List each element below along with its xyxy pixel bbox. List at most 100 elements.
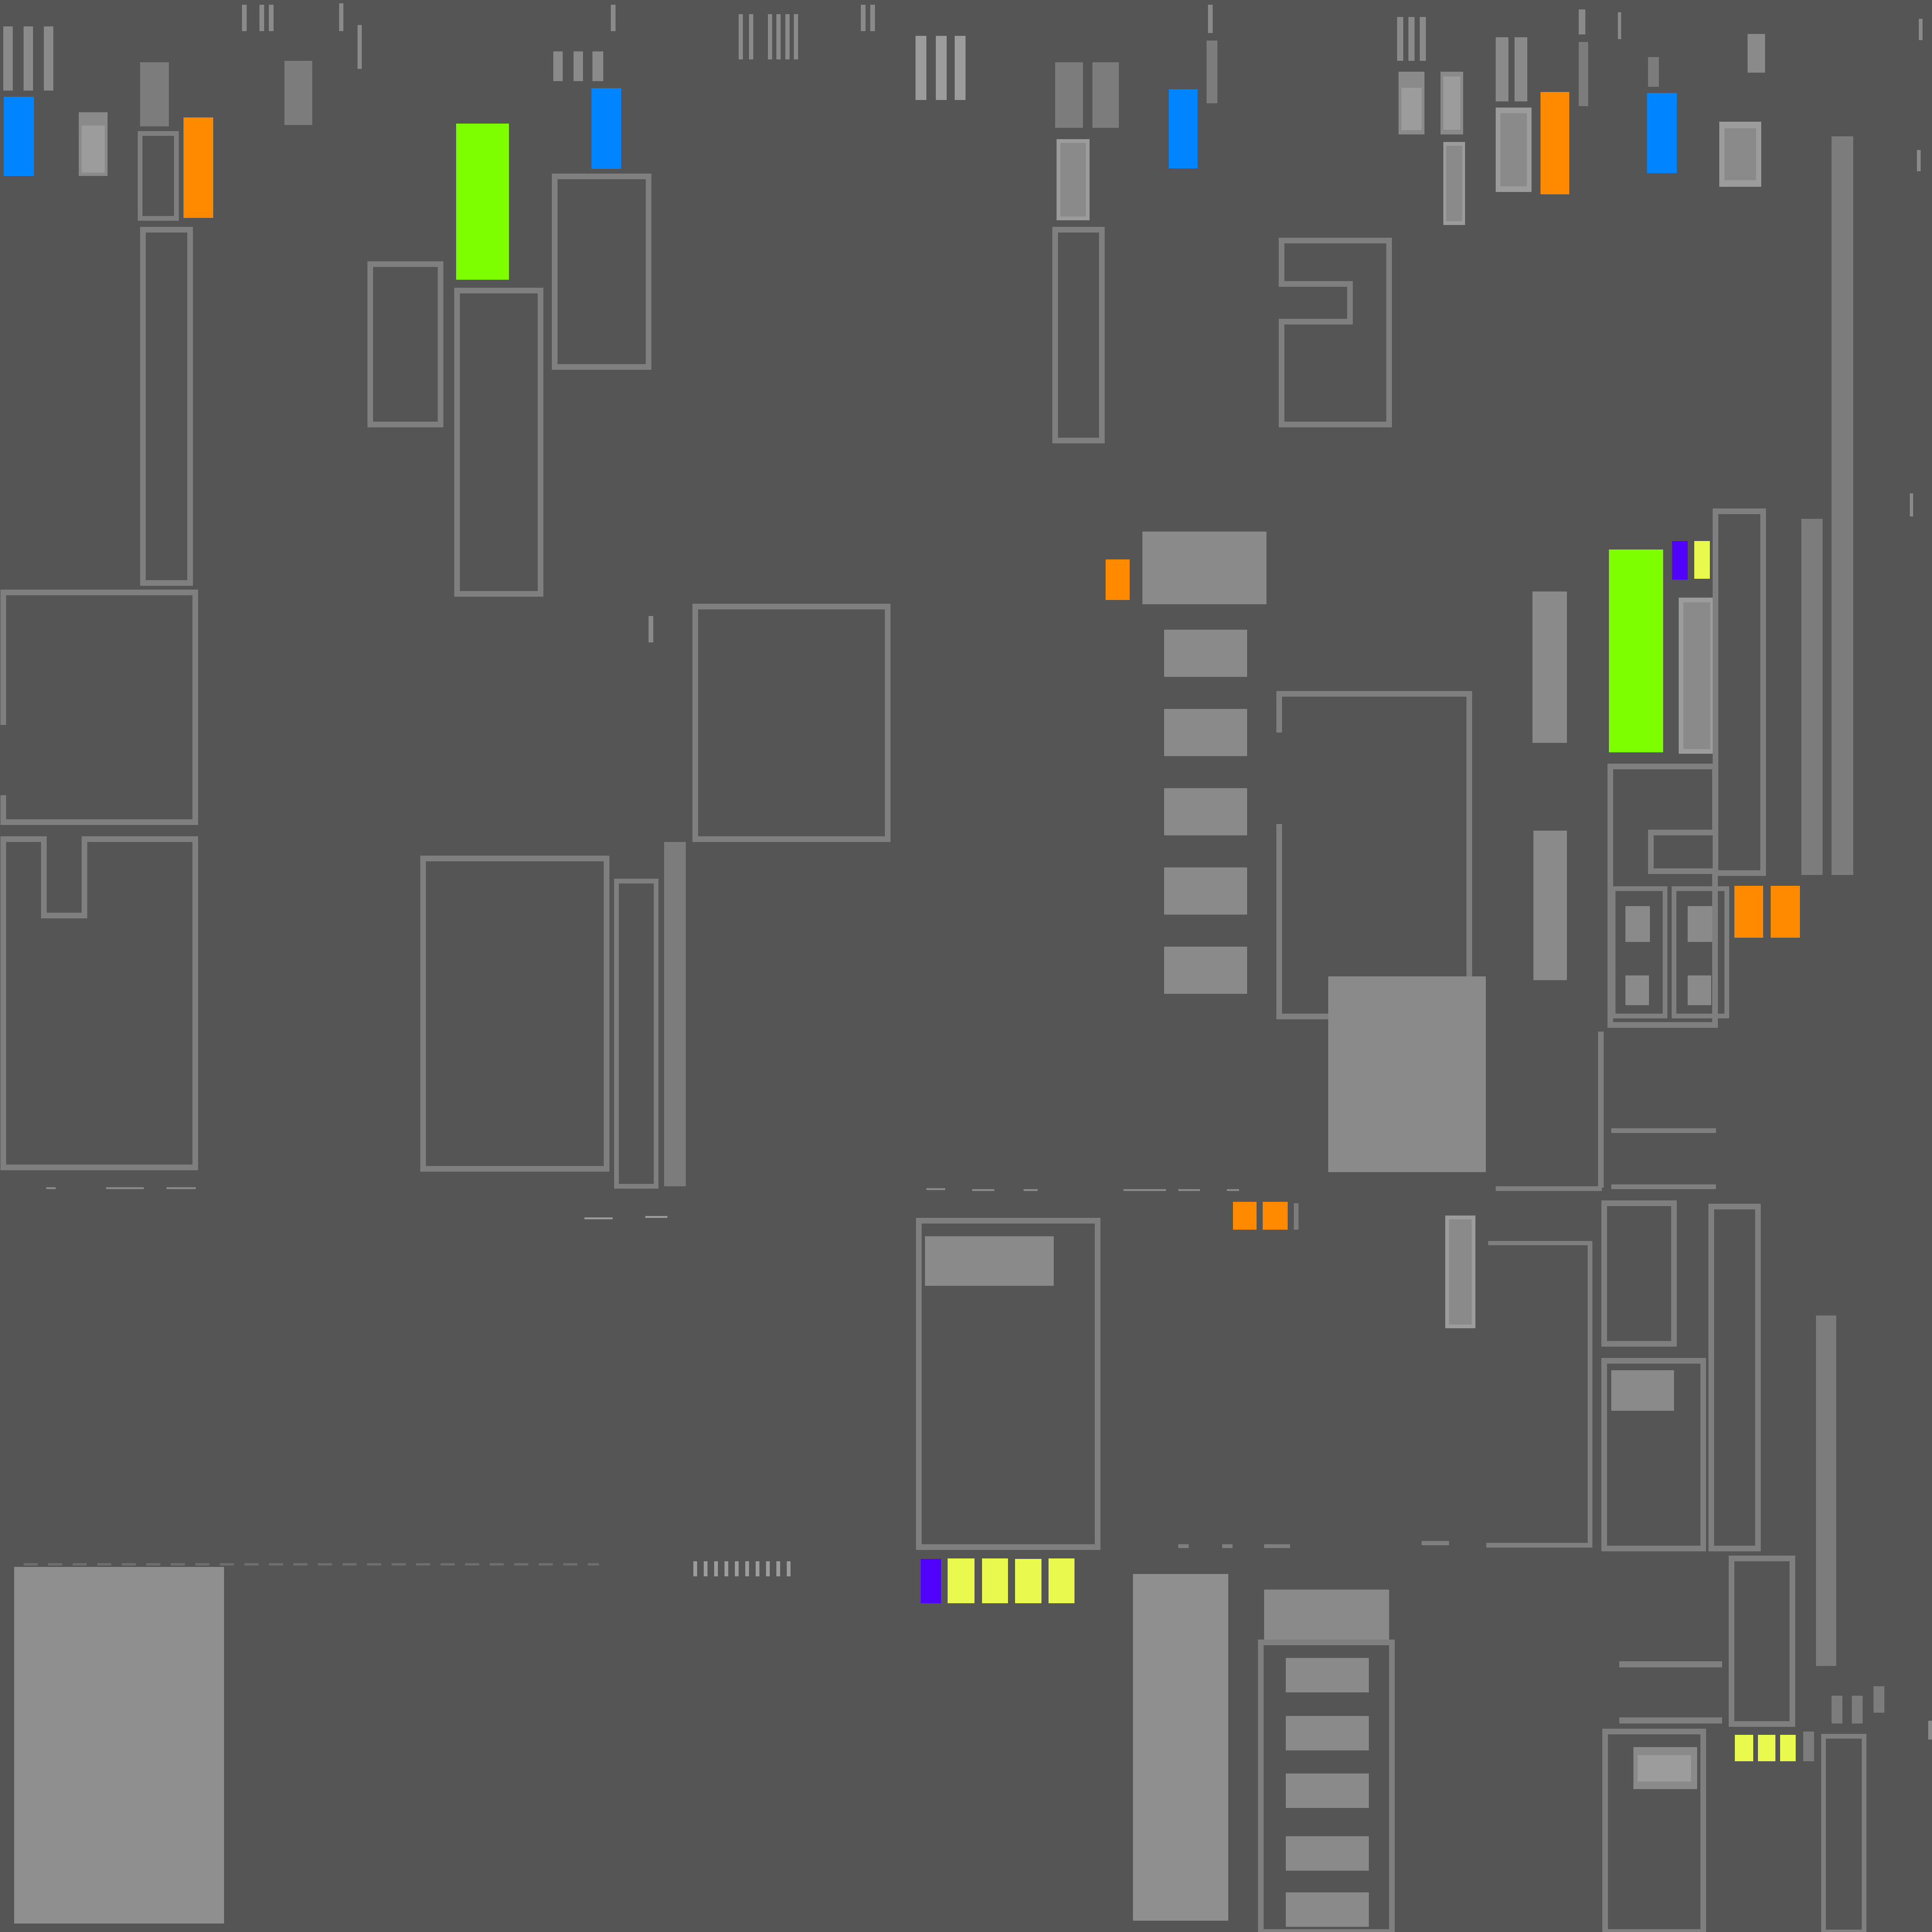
- courtyard-outline: [1052, 227, 1105, 443]
- dash-mark: [1124, 1189, 1166, 1191]
- pad-bar: [916, 36, 926, 100]
- highlight-green-component: [1609, 550, 1663, 752]
- trace-line: [1619, 1717, 1722, 1724]
- connector-pad: [1688, 906, 1712, 942]
- pin-bar: [1515, 37, 1527, 101]
- tick-row-tick: [756, 1561, 759, 1576]
- highlight-orange-component: [1541, 92, 1569, 194]
- courtyard-outline: [552, 174, 651, 370]
- tick-row: [693, 1561, 791, 1576]
- courtyard-outline: [1601, 1200, 1677, 1347]
- dashed-line-dash: [171, 1563, 185, 1566]
- dash-mark: [972, 1189, 994, 1191]
- component-body: [1748, 34, 1765, 73]
- pin-bar: [1618, 12, 1621, 39]
- dash-mark: [1178, 1189, 1200, 1191]
- pin-bar: [592, 51, 603, 81]
- courtyard-outline: [916, 1218, 1100, 1550]
- connector-outline: [1258, 1640, 1395, 1932]
- dashed-line-dash: [24, 1563, 38, 1566]
- highlight-purple-pad: [1672, 541, 1688, 580]
- pin-bar: [3, 26, 13, 91]
- courtyard-outline: [1729, 1556, 1795, 1727]
- notched-courtyard-outline: [1279, 238, 1392, 427]
- trace-bar: [664, 842, 686, 1186]
- pin-bar: [339, 3, 343, 31]
- connector-outline: [1672, 886, 1729, 1018]
- component-body: [140, 62, 169, 126]
- edge-tick: [1803, 1732, 1814, 1761]
- pin-bar: [574, 51, 583, 81]
- highlight-green-component: [456, 124, 509, 280]
- connector-outline: [1602, 1729, 1706, 1932]
- highlight-yellow-pad: [1694, 541, 1710, 579]
- trace-line: [1486, 1543, 1592, 1548]
- pad-row: [1164, 630, 1247, 677]
- dashed-line-dash: [97, 1563, 111, 1566]
- dashed-line-dash: [220, 1563, 234, 1566]
- pin-bar: [358, 25, 362, 69]
- courtyard-outline: [420, 856, 609, 1172]
- edge-tick: [1917, 150, 1921, 171]
- dashed-line-dash: [48, 1563, 62, 1566]
- dashed-line-dash: [539, 1563, 553, 1566]
- courtyard-outline: [1713, 508, 1766, 876]
- pin-bar: [768, 14, 772, 59]
- pin-bar: [269, 5, 274, 31]
- dashed-line-dash: [441, 1563, 455, 1566]
- highlight-yellow-pad: [1735, 1735, 1753, 1761]
- tick-row-tick: [766, 1561, 770, 1576]
- edge-tick: [1294, 1203, 1299, 1230]
- tick-row-tick: [704, 1561, 708, 1576]
- pin-bar: [1874, 1686, 1884, 1713]
- dash-mark: [645, 1216, 667, 1218]
- dash-mark: [1227, 1189, 1239, 1191]
- dashed-line-dash: [146, 1563, 160, 1566]
- edge-tick: [1928, 1721, 1932, 1740]
- pad-bar: [955, 36, 966, 100]
- component-body: [1207, 41, 1217, 103]
- trace-line: [1422, 1541, 1449, 1545]
- trace-bar: [1832, 136, 1853, 875]
- pin-bar: [1397, 17, 1403, 61]
- dashed-line-dash: [73, 1563, 87, 1566]
- pin-bar: [1579, 9, 1585, 34]
- pin-bar: [553, 51, 563, 81]
- highlight-blue-component: [4, 97, 34, 176]
- connector-pad: [1286, 1774, 1369, 1808]
- dash-mark: [46, 1187, 56, 1189]
- pin-bar: [1408, 17, 1415, 61]
- pin-bar: [794, 14, 798, 59]
- pin-bar: [1208, 5, 1213, 33]
- pin-bar: [1832, 1696, 1842, 1724]
- dashed-line: [24, 1563, 599, 1566]
- dashed-line-dash: [490, 1563, 504, 1566]
- trace-line: [1488, 1241, 1592, 1245]
- connector-outline: [1611, 886, 1667, 1018]
- notched-courtyard-outline: [0, 836, 198, 1170]
- dashed-line-dash: [588, 1563, 599, 1566]
- highlight-yellow-pad: [1758, 1735, 1775, 1761]
- pin-bar: [24, 26, 33, 91]
- component-body: [1264, 1590, 1389, 1640]
- connector-pad: [1286, 1892, 1369, 1927]
- pin-bar: [870, 5, 875, 31]
- tick-row-tick: [776, 1561, 780, 1576]
- highlight-blue-component: [1647, 93, 1677, 173]
- trace-bar: [1532, 591, 1567, 743]
- dashed-line-dash: [342, 1563, 357, 1566]
- courtyard-outline: [1821, 1734, 1866, 1932]
- dashed-line-dash: [563, 1563, 577, 1566]
- pad-row: [1164, 709, 1247, 756]
- courtyard-outline: [1708, 1204, 1761, 1551]
- tick-row-tick: [745, 1561, 749, 1576]
- component-inner-pad: [1446, 146, 1462, 221]
- courtyard-outline: [367, 261, 443, 427]
- highlight-yellow-pad: [1049, 1558, 1074, 1603]
- gapped-courtyard-outline: [0, 590, 198, 825]
- tick-row-tick: [787, 1561, 791, 1576]
- pad-row: [1164, 867, 1247, 915]
- component-body: [284, 61, 312, 125]
